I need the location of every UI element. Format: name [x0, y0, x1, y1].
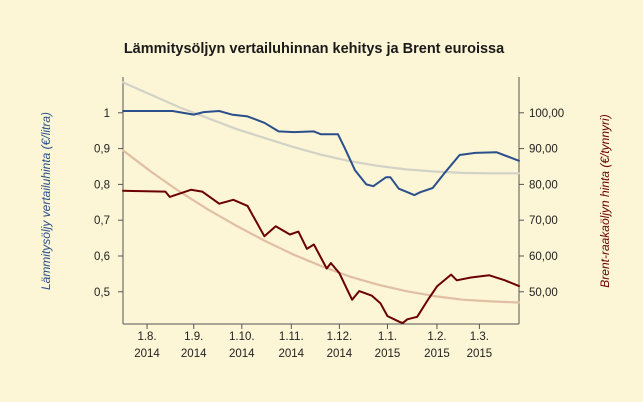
x-tick-label-line2: 2014	[181, 348, 207, 360]
x-axis: 1.8. 2014 1.9. 2014 1.10. 2014 1.11. 2014 1.12. 2…	[134, 324, 492, 360]
x-tick-label-line2: 2014	[134, 348, 160, 360]
right-tick-label: 80,00	[529, 179, 558, 191]
x-tick-label-line1: 1.1.	[378, 331, 397, 343]
right-tick-label: 70,00	[529, 215, 558, 227]
x-tick-label-line1: 1.2.	[427, 331, 446, 343]
x-tick-label-line1: 1.12.	[327, 331, 353, 343]
x-tick-label-line2: 2015	[424, 348, 450, 360]
left-tick-label: 0,8	[94, 179, 110, 191]
right-tick-label: 90,00	[529, 144, 558, 156]
x-tick-label-line2: 2014	[327, 348, 353, 360]
left-tick-label: 1	[104, 108, 110, 120]
brent-price-line	[122, 188, 520, 324]
right-tick-label: 60,00	[529, 251, 558, 263]
x-tick-label-line1: 1.10.	[229, 331, 255, 343]
x-tick-label-line1: 1.11.	[279, 331, 304, 343]
left-tick-label: 0,7	[94, 215, 110, 227]
heating-oil-price-line	[122, 110, 520, 197]
right-y-axis: 100,00 90,00 80,00 70,00 60,00 50,00	[519, 108, 564, 299]
right-tick-label: 100,00	[529, 108, 564, 120]
heating-oil-trend-line	[121, 81, 521, 175]
x-tick-label-line1: 1.3.	[470, 331, 489, 343]
x-tick-label-line1: 1.9.	[184, 331, 203, 343]
right-axis-label: Brent-raakaöljyn hinta (€/tynnyri)	[598, 114, 612, 287]
series-layer	[121, 81, 521, 324]
x-tick-label-line2: 2014	[229, 348, 255, 360]
brent-trend-line	[121, 149, 521, 304]
chart-title: Lämmitysöljyn vertailuhinnan kehitys ja …	[124, 41, 505, 57]
x-tick-label-line2: 2015	[375, 348, 401, 360]
left-tick-label: 0,9	[94, 144, 110, 156]
left-axis-label: Lämmitysöljy vertailuhinta (€/litra)	[39, 112, 53, 290]
right-tick-label: 50,00	[529, 287, 558, 299]
x-tick-label-line2: 2014	[279, 348, 305, 360]
left-tick-label: 0,5	[94, 287, 110, 299]
x-tick-label-line2: 2015	[467, 348, 493, 360]
x-tick-label-line1: 1.8.	[137, 331, 156, 343]
left-tick-label: 0,6	[94, 251, 110, 263]
left-y-axis: 1 0,9 0,8 0,7 0,6 0,5	[94, 108, 123, 299]
